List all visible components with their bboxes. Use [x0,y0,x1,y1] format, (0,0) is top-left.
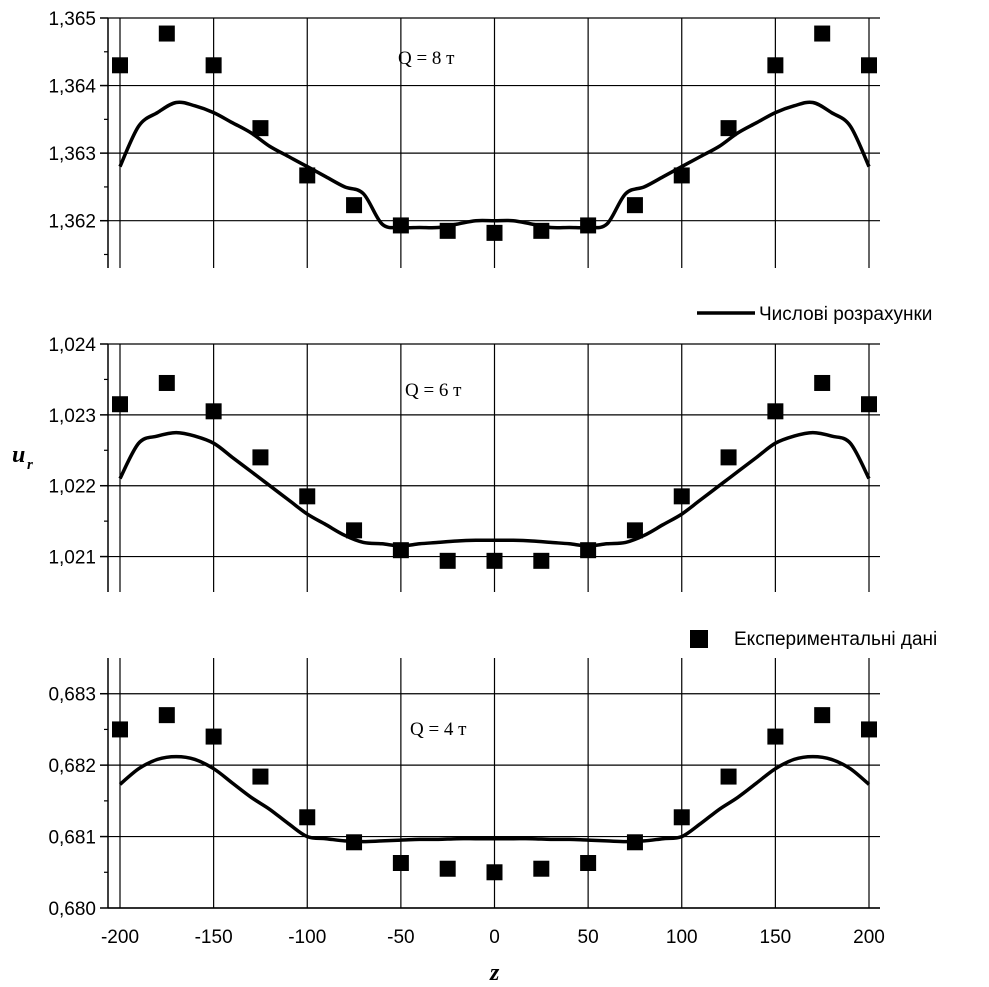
data-point-experimental [439,860,456,877]
y-tick-label: 1,363 [48,144,96,165]
data-point-experimental [673,167,690,184]
y-tick-label: 1,021 [48,548,96,569]
data-point-experimental [814,25,831,42]
data-point-experimental [299,809,316,826]
x-tick-label: -150 [195,927,233,948]
data-point-experimental [720,449,737,466]
series-line-numerical [118,100,871,230]
data-point-experimental [814,374,831,391]
data-point-experimental [486,552,503,569]
data-point-experimental [861,721,877,738]
y-tick-label: 1,364 [48,77,96,98]
y-tick-label: 0,683 [48,685,96,706]
data-point-experimental [346,197,363,214]
data-point-experimental [533,552,550,569]
y-tick-label: 1,365 [48,9,96,30]
data-point-experimental [252,768,269,785]
data-point-experimental [673,488,690,505]
data-point-experimental [299,167,316,184]
data-point-experimental [767,403,784,420]
panel-label: Q = 8 т [398,48,455,69]
y-tick-label: 1,022 [48,477,96,498]
data-point-experimental [205,57,222,74]
panel-3: 0,680 0,681 0,682 0,683 Q = 4 т [48,658,880,920]
data-point-experimental [158,707,175,724]
panel-label: Q = 4 т [410,719,467,740]
data-point-experimental [486,224,503,241]
data-point-experimental [112,57,128,74]
legend-square-swatch [690,630,708,648]
data-point-experimental [626,834,643,851]
data-point-experimental [112,396,128,413]
legend-label-experimental: Експериментальні дані [734,629,937,650]
data-point-experimental [580,217,597,234]
data-point-experimental [346,834,363,851]
y-tick-label: 1,023 [48,406,96,427]
data-point-experimental [767,57,784,74]
data-point-experimental [580,542,597,559]
panel-1: 1,362 1,363 1,364 1,365 Q = 8 т [48,9,880,268]
data-point-experimental [720,120,737,137]
data-point-experimental [720,768,737,785]
data-point-experimental [158,374,175,391]
data-point-experimental [205,403,222,420]
data-point-experimental [861,396,877,413]
data-point-experimental [299,488,316,505]
data-point-experimental [814,707,831,724]
data-point-experimental [439,222,456,239]
y-axis-label-subscript: r [27,457,33,473]
legend-label-numerical: Числові розрахунки [759,304,932,325]
data-point-experimental [392,542,409,559]
x-tick-label: 100 [666,927,698,948]
panel-label: Q = 6 т [405,380,462,401]
data-point-experimental [346,522,363,539]
x-tick-label: 0 [489,927,500,948]
x-tick-label: -50 [387,927,414,948]
data-point-experimental [767,728,784,745]
x-tick-label: 50 [578,927,599,948]
data-point-experimental [580,855,597,871]
legend-entry-numerical: Числові розрахунки [697,304,932,325]
data-point-experimental [486,864,503,881]
data-point-experimental [158,25,175,42]
data-point-experimental [626,197,643,214]
series-line-numerical [118,430,871,548]
data-point-experimental [626,522,643,539]
data-point-experimental [533,860,550,877]
y-tick-label: 0,680 [48,899,96,920]
x-tick-label: -100 [288,927,326,948]
y-tick-label: 0,682 [48,756,96,777]
y-tick-label: 1,024 [48,335,96,356]
panel-2: 1,021 1,022 1,023 1,024 Q = 6 т [48,335,880,592]
series-line-numerical [118,754,871,844]
x-tick-label: 200 [853,927,885,948]
legend-entry-experimental: Експериментальні дані [690,629,937,650]
x-tick-label: 150 [760,927,792,948]
data-point-experimental [392,855,409,871]
x-tick-label: -200 [101,927,139,948]
data-point-experimental [392,217,409,234]
data-point-experimental [112,721,128,738]
data-point-experimental [205,728,222,745]
y-tick-label: 0,681 [48,828,96,849]
data-point-experimental [439,552,456,569]
data-point-experimental [533,222,550,239]
data-point-experimental [252,449,269,466]
data-point-experimental [252,120,269,137]
x-axis-label: z [489,960,500,986]
data-point-experimental [673,809,690,826]
y-tick-label: 1,362 [48,212,96,233]
y-axis-label: u [12,442,25,468]
data-point-experimental [861,57,877,74]
